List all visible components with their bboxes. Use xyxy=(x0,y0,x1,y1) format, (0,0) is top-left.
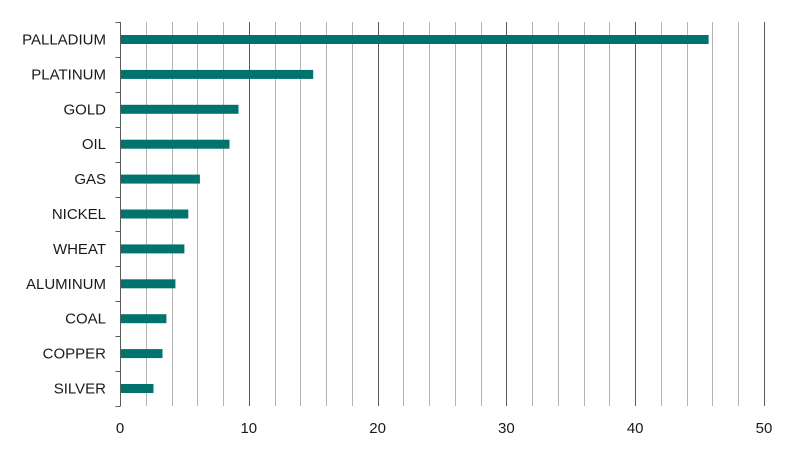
x-tick-label: 40 xyxy=(627,420,644,437)
bar-aluminum xyxy=(120,279,176,289)
category-label-aluminum: ALUMINUM xyxy=(26,276,106,293)
category-label-coal: COAL xyxy=(65,311,106,328)
y-axis xyxy=(115,22,121,407)
x-tick-label: 50 xyxy=(756,420,773,437)
grid-lines xyxy=(146,22,765,406)
x-tick-labels: 0 10 20 30 40 50 xyxy=(116,420,773,437)
bar-silver xyxy=(120,384,154,393)
x-tick-label: 0 xyxy=(116,420,124,437)
bar-oil xyxy=(120,139,230,149)
bar-palladium xyxy=(120,35,709,44)
category-label-platinum: PLATINUM xyxy=(31,66,106,83)
category-label-gold: GOLD xyxy=(63,101,106,118)
x-tick-label: 30 xyxy=(498,420,515,437)
bar-platinum xyxy=(120,69,314,79)
category-labels: PALLADIUM PLATINUM GOLD OIL GAS NICKEL WHEAT AL… xyxy=(22,32,106,398)
category-label-copper: COPPER xyxy=(43,346,107,363)
category-label-oil: OIL xyxy=(82,136,106,153)
bar-coal xyxy=(120,314,167,324)
category-label-gas: GAS xyxy=(74,171,106,188)
bars xyxy=(120,35,709,393)
bar-wheat xyxy=(120,244,185,254)
bar-nickel xyxy=(120,209,189,219)
category-label-nickel: NICKEL xyxy=(52,206,106,223)
category-label-silver: SILVER xyxy=(54,381,106,398)
bar-copper xyxy=(120,349,163,359)
x-tick-label: 20 xyxy=(369,420,386,437)
category-label-palladium: PALLADIUM xyxy=(22,32,106,49)
bar-gold xyxy=(120,104,239,114)
bar-gas xyxy=(120,174,200,184)
x-tick-label: 10 xyxy=(240,420,257,437)
category-label-wheat: WHEAT xyxy=(53,241,106,258)
